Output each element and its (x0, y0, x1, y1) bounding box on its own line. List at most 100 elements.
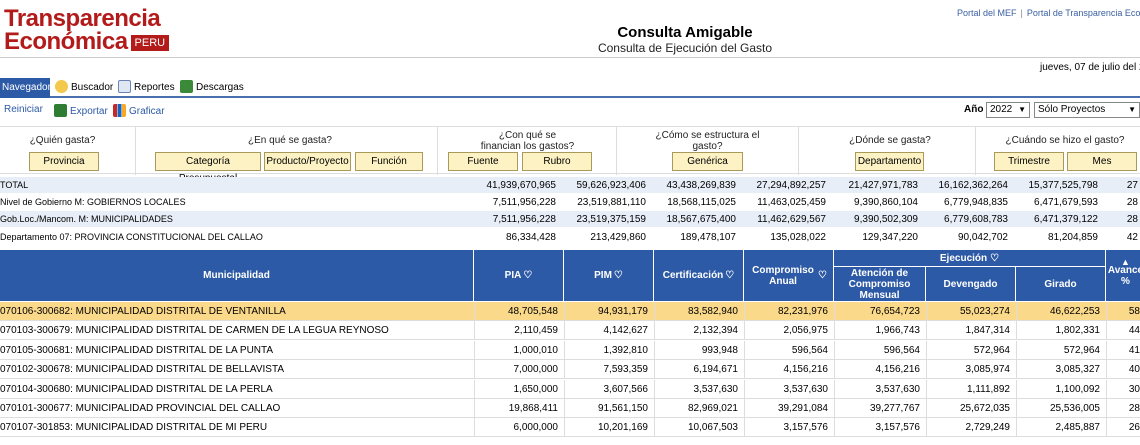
btn-categoria-presupuestal[interactable]: Categoría Presupuestal (155, 152, 261, 184)
table-cell: 2,729,249 (926, 418, 1016, 438)
col-devengado[interactable]: Devengado (926, 267, 1016, 301)
table-cell: 1,966,743 (834, 321, 926, 341)
col-avance[interactable]: ▲ Avance % (1106, 250, 1140, 301)
row-name[interactable]: 070107-301853: MUNICIPALIDAD DISTRITAL D… (0, 422, 268, 434)
row-name[interactable]: 070102-300678: MUNICIPALIDAD DISTRITAL D… (0, 364, 285, 376)
btn-provincia[interactable]: Provincia (29, 152, 99, 171)
table-cell: 3,085,974 (926, 360, 1016, 380)
btn-rubro[interactable]: Rubro (522, 152, 592, 171)
logo[interactable]: Transparencia Económica PERU (4, 5, 170, 55)
btn-funcion[interactable]: Función (355, 152, 423, 171)
search-icon (55, 80, 68, 93)
summary-row[interactable]: Gob.Loc./Mancom. M: MUNICIPALIDADES 7,511… (0, 211, 1140, 228)
question-bar: ¿Quién gasta? ¿En qué se gasta? ¿Con qué… (0, 126, 1140, 184)
summary-cell: 27 (1126, 180, 1138, 191)
summary-cell: 28 (1126, 214, 1138, 225)
summary-cell: 213,429,860 (590, 232, 646, 243)
table-row[interactable]: 070102-300678: MUNICIPALIDAD DISTRITAL D… (0, 360, 1140, 380)
btn-producto-proyecto[interactable]: Producto/Proyecto (264, 152, 351, 171)
summary-cell: 59,626,923,406 (576, 180, 646, 191)
summary-cell: 6,779,948,835 (944, 197, 1008, 208)
col-atencion[interactable]: Atención de Compromiso Mensual (834, 267, 926, 301)
table-row[interactable]: 070103-300679: MUNICIPALIDAD DISTRITAL D… (0, 321, 1140, 341)
graficar-button[interactable]: Graficar (113, 104, 165, 117)
question-que: ¿En qué se gasta? (248, 135, 332, 146)
table-cell: 4,156,216 (834, 360, 926, 380)
chevron-down-icon: ▼ (1018, 105, 1026, 114)
toolbar: Reiniciar Exportar Graficar (0, 100, 1140, 122)
info-icon: ♡ (613, 270, 623, 281)
summary-cell: 189,478,107 (680, 232, 736, 243)
link-portal-transparencia[interactable]: Portal de Transparencia Económ (1026, 8, 1140, 18)
divider (135, 127, 136, 175)
summary-cell: 21,427,971,783 (848, 180, 918, 191)
col-pim[interactable]: PIM ♡ (564, 250, 654, 301)
summary-cell: 9,390,502,309 (854, 214, 918, 225)
col-ejecucion[interactable]: Ejecución ♡ (834, 250, 1106, 267)
table-cell: 28 (1106, 399, 1140, 418)
logo-line1: Transparencia (4, 5, 161, 32)
page-subtitle: Consulta de Ejecución del Gasto (597, 41, 773, 55)
summary-row[interactable]: Nivel de Gobierno M: GOBIERNOS LOCALES 7,… (0, 194, 1140, 211)
summary-row[interactable]: Departamento 07: PROVINCIA CONSTITUCIONA… (0, 229, 1140, 246)
tab-descargas[interactable]: Descargas (180, 80, 244, 96)
divider (437, 127, 438, 175)
row-name[interactable]: 070103-300679: MUNICIPALIDAD DISTRITAL D… (0, 325, 389, 337)
summary-cell: 86,334,428 (505, 232, 556, 243)
btn-mes[interactable]: Mes (1067, 152, 1137, 171)
reiniciar-button[interactable]: Reiniciar (4, 104, 43, 115)
summary-cell: 18,568,115,025 (667, 197, 736, 208)
table-cell: 39,291,084 (744, 399, 834, 418)
table-row[interactable]: 070104-300680: MUNICIPALIDAD DISTRITAL D… (0, 379, 1140, 399)
summary-cell: 11,463,025,459 (757, 197, 826, 208)
table-cell: 94,931,179 (564, 302, 654, 321)
btn-trimestre[interactable]: Trimestre (994, 152, 1064, 171)
row-name[interactable]: 070104-300680: MUNICIPALIDAD DISTRITAL D… (0, 383, 273, 395)
btn-generica[interactable]: Genérica (672, 152, 743, 171)
table-row[interactable]: 070101-300677: MUNICIPALIDAD PROVINCIAL … (0, 399, 1140, 418)
table-cell: 55,023,274 (926, 302, 1016, 321)
summary-row[interactable]: TOTAL 41,939,670,965 59,626,923,406 43,438,… (0, 177, 1140, 194)
logo-badge: PERU (130, 34, 170, 51)
table-row[interactable]: 070105-300681: MUNICIPALIDAD DISTRITAL D… (0, 340, 1140, 360)
filtro-select[interactable]: Sólo Proyectos ▼ (1034, 102, 1140, 118)
table-row[interactable]: 070106-300682: MUNICIPALIDAD DISTRITAL D… (0, 302, 1140, 321)
link-separator: | (1020, 8, 1023, 18)
col-certificacion[interactable]: Certificación ♡ (654, 250, 744, 301)
logo-line2: Económica (4, 27, 128, 55)
question-cuando: ¿Cuándo se hizo el gasto? (1005, 135, 1125, 146)
download-icon (180, 80, 193, 93)
tab-buscador[interactable]: Buscador (55, 80, 113, 96)
link-portal-mef[interactable]: Portal del MEF (957, 8, 1017, 18)
summary-cell: 16,162,362,264 (938, 180, 1008, 191)
row-name[interactable]: 070101-300677: MUNICIPALIDAD PROVINCIAL … (0, 403, 281, 414)
table-cell: 82,969,021 (654, 399, 744, 418)
table-row[interactable]: 070107-301853: MUNICIPALIDAD DISTRITAL D… (0, 418, 1140, 438)
divider (616, 127, 617, 175)
tab-navegador[interactable]: Navegador (0, 78, 51, 98)
divider (798, 127, 799, 175)
col-compromiso[interactable]: Compromiso Anual ♡ (744, 250, 834, 301)
col-girado[interactable]: Girado (1016, 267, 1106, 301)
col-municipalidad[interactable]: Municipalidad (0, 250, 474, 301)
anio-value: 2022 (990, 104, 1013, 115)
exportar-button[interactable]: Exportar (54, 104, 108, 117)
col-pia[interactable]: PIA ♡ (474, 250, 564, 301)
row-name[interactable]: 070106-300682: MUNICIPALIDAD DISTRITAL D… (0, 306, 286, 317)
info-icon: ♡ (818, 270, 827, 281)
summary-label: Nivel de Gobierno M: GOBIERNOS LOCALES (0, 197, 186, 207)
tab-reportes[interactable]: Reportes (118, 80, 175, 96)
btn-departamento[interactable]: Departamento (855, 152, 924, 171)
btn-fuente[interactable]: Fuente (448, 152, 518, 171)
summary-cell: 7,511,956,228 (492, 214, 556, 225)
row-name[interactable]: 070105-300681: MUNICIPALIDAD DISTRITAL D… (0, 344, 274, 356)
table-cell: 993,948 (654, 340, 744, 360)
anio-select[interactable]: 2022 ▼ (986, 102, 1030, 118)
table-cell: 25,672,035 (926, 399, 1016, 418)
current-date: jueves, 07 de julio del 20 (1040, 62, 1140, 73)
table-cell: 2,132,394 (654, 321, 744, 341)
divider (975, 127, 976, 175)
table-cell: 76,654,723 (834, 302, 926, 321)
page-header: Transparencia Económica PERU Consulta Ami… (0, 0, 1140, 58)
summary-cell: 23,519,881,110 (577, 197, 646, 208)
